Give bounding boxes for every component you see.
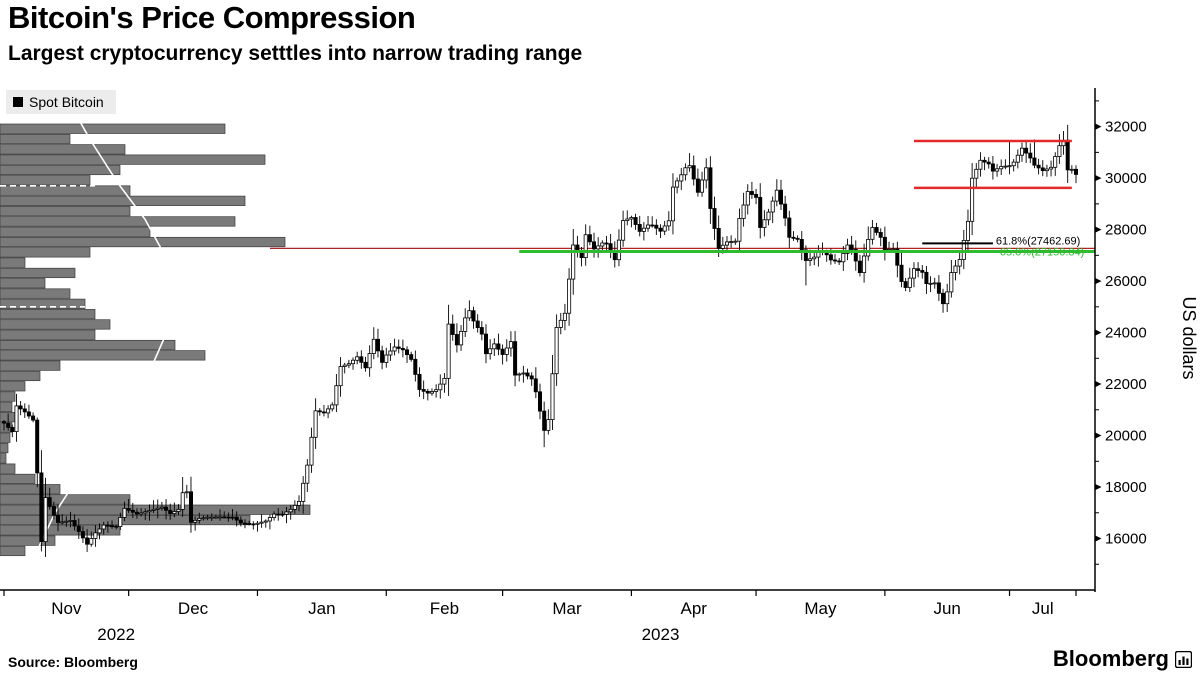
svg-text:22000: 22000 xyxy=(1105,376,1147,393)
axes: US dollars xyxy=(0,88,1199,592)
bloomberg-wordmark: Bloomberg xyxy=(1052,646,1169,671)
chart-subtitle: Largest cryptocurrency setttles into nar… xyxy=(8,42,583,65)
y-axis-ticks: 16000 18000 20000 22000 24000 26000 28000 30000… xyxy=(1095,100,1147,565)
svg-text:30000: 30000 xyxy=(1105,170,1147,187)
svg-text:Dec: Dec xyxy=(178,599,209,618)
svg-text:Jun: Jun xyxy=(933,599,960,618)
y-axis-title: US dollars xyxy=(1179,296,1199,379)
svg-text:2022: 2022 xyxy=(97,625,135,644)
source-text: Source: Bloomberg xyxy=(8,654,138,670)
fib-annotations: 61.8%(27462.69)65.0%(27150.34) xyxy=(996,235,1084,258)
svg-text:65.0%(27150.34): 65.0%(27150.34) xyxy=(1000,246,1084,258)
svg-text:Jan: Jan xyxy=(308,599,335,618)
level-lines xyxy=(519,139,1095,253)
svg-text:61.8%(27462.69): 61.8%(27462.69) xyxy=(996,235,1080,247)
svg-text:18000: 18000 xyxy=(1105,479,1147,496)
volume-profile xyxy=(0,123,311,557)
svg-text:May: May xyxy=(804,599,837,618)
svg-text:32000: 32000 xyxy=(1105,119,1147,136)
legend-swatch-icon xyxy=(13,97,23,107)
svg-text:24000: 24000 xyxy=(1105,325,1147,342)
svg-text:Apr: Apr xyxy=(681,599,708,618)
candlestick-series xyxy=(2,124,1079,557)
bloomberg-bars-icon xyxy=(1175,650,1192,668)
svg-text:Jul: Jul xyxy=(1032,599,1054,618)
svg-text:20000: 20000 xyxy=(1105,428,1147,445)
legend-label: Spot Bitcoin xyxy=(29,94,104,110)
chart-title: Bitcoin's Price Compression xyxy=(8,0,416,35)
bloomberg-logo: Bloomberg xyxy=(1053,646,1192,672)
svg-text:26000: 26000 xyxy=(1105,273,1147,290)
svg-text:Nov: Nov xyxy=(51,599,82,618)
legend: Spot Bitcoin xyxy=(6,90,116,114)
svg-text:16000: 16000 xyxy=(1105,531,1147,548)
svg-text:28000: 28000 xyxy=(1105,222,1147,239)
svg-text:2023: 2023 xyxy=(642,625,680,644)
x-axis-ticks: Nov Dec Jan Feb Mar Apr May Jun Jul 2022 2023 xyxy=(3,590,1077,644)
svg-text:Mar: Mar xyxy=(552,599,582,618)
svg-text:Feb: Feb xyxy=(430,599,459,618)
